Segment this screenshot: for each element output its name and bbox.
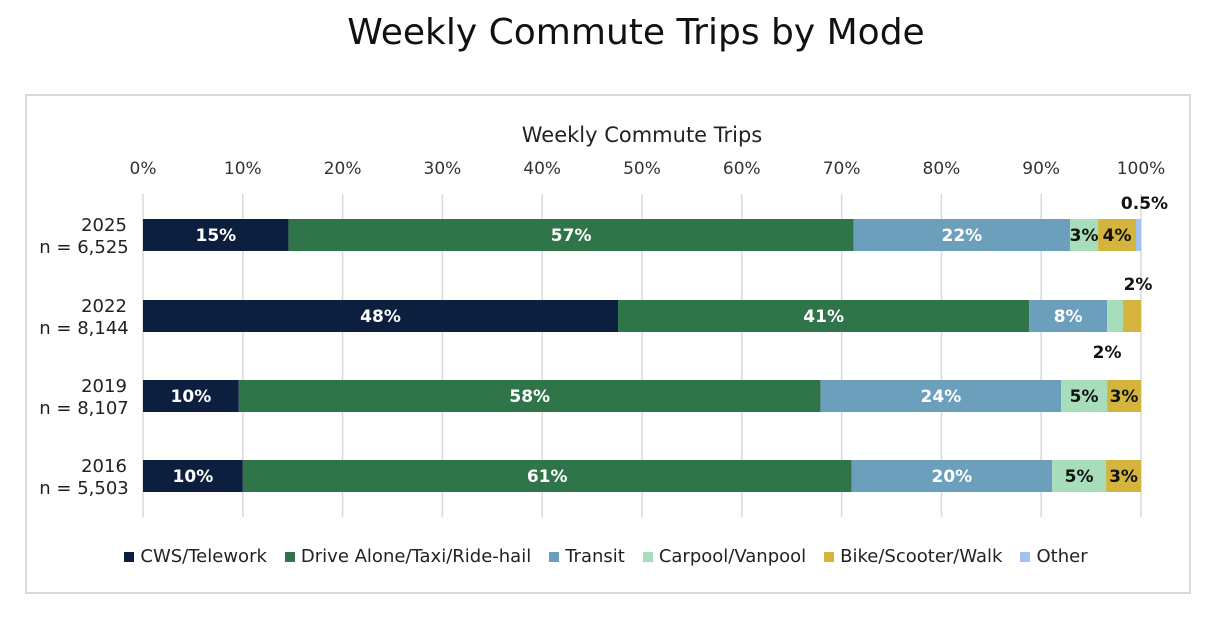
data-label: 3% [1110,387,1139,407]
bar-segment [1029,300,1108,332]
category-year-label: 2022 [81,296,127,317]
bar-segment [242,460,852,492]
bar-segment [1070,219,1099,251]
category-n-label: n = 8,107 [39,398,128,419]
data-label: 61% [527,467,568,487]
bar-segment [851,460,1053,492]
legend-item: Other [1020,546,1088,567]
bar-segment [853,219,1071,251]
bar-segment [1107,380,1141,412]
category-year-label: 2019 [81,376,127,397]
legend: CWS/Telework Drive Alone/Taxi/Ride-hail Tr… [0,546,1212,567]
x-tick-label: 50% [623,159,661,179]
legend-swatch [824,551,835,562]
bar-segment [238,380,821,412]
data-label-external: 0.5% [1121,194,1168,214]
data-label-external: 2% [1124,275,1153,295]
x-tick-label: 60% [723,159,761,179]
bar-segment [288,219,854,251]
legend-label: Drive Alone/Taxi/Ride-hail [300,546,532,567]
data-label: 57% [551,226,592,246]
bar-segment [143,460,243,492]
data-label: 3% [1070,226,1099,246]
data-label: 48% [360,307,401,327]
data-label: 5% [1065,467,1094,487]
x-tick-label: 90% [1022,159,1060,179]
legend-item: Carpool/Vanpool [642,546,807,567]
bar-segment [1123,300,1141,332]
bar-segment [1106,460,1141,492]
data-label: 10% [171,387,212,407]
bar-segment [1052,460,1107,492]
bar-segment [143,380,239,412]
data-label-external: 2% [1093,343,1122,363]
x-tick-label: 100% [1117,159,1166,179]
bar-segment [1098,219,1137,251]
category-n-label: n = 5,503 [39,478,128,499]
data-label: 15% [196,226,237,246]
bar-segment [143,300,619,332]
bar-segment [820,380,1062,412]
data-label: 3% [1109,467,1138,487]
bar-segment [1107,300,1124,332]
data-label: 4% [1103,226,1132,246]
legend-swatch [1020,551,1031,562]
category-year-label: 2016 [81,456,127,477]
x-tick-label: 30% [424,159,462,179]
legend-label: CWS/Telework [140,546,267,567]
data-label: 22% [942,226,983,246]
data-label: 10% [173,467,214,487]
bar-segment [143,219,289,251]
data-label: 20% [932,467,973,487]
data-label: 24% [921,387,962,407]
legend-item: Transit [549,546,625,567]
legend-label: Transit [565,546,625,567]
x-tick-label: 0% [130,159,157,179]
legend-swatch [549,551,560,562]
category-n-label: n = 6,525 [39,237,128,258]
data-label: 8% [1054,307,1083,327]
x-tick-label: 20% [324,159,362,179]
x-tick-label: 40% [523,159,561,179]
data-label: 41% [803,307,844,327]
legend-label: Carpool/Vanpool [658,546,807,567]
data-label: 58% [509,387,550,407]
legend-swatch [124,551,135,562]
bar-segment [618,300,1030,332]
bar-segment [1061,380,1108,412]
x-tick-label: 70% [823,159,861,179]
legend-label: Other [1036,546,1088,567]
chart-title: Weekly Commute Trips by Mode [347,12,925,53]
legend-swatch [284,551,295,562]
chart-frame [25,94,1191,594]
legend-item: Bike/Scooter/Walk [824,546,1002,567]
x-tick-label: 80% [923,159,961,179]
bar-segment [1136,219,1141,251]
category-year-label: 2025 [81,215,127,236]
category-n-label: n = 8,144 [39,318,128,339]
legend-item: Drive Alone/Taxi/Ride-hail [284,546,532,567]
data-label: 5% [1070,387,1099,407]
legend-item: CWS/Telework [124,546,267,567]
legend-swatch [642,551,653,562]
x-tick-label: 10% [224,159,262,179]
x-axis-title: Weekly Commute Trips [522,123,763,147]
legend-label: Bike/Scooter/Walk [840,546,1003,567]
